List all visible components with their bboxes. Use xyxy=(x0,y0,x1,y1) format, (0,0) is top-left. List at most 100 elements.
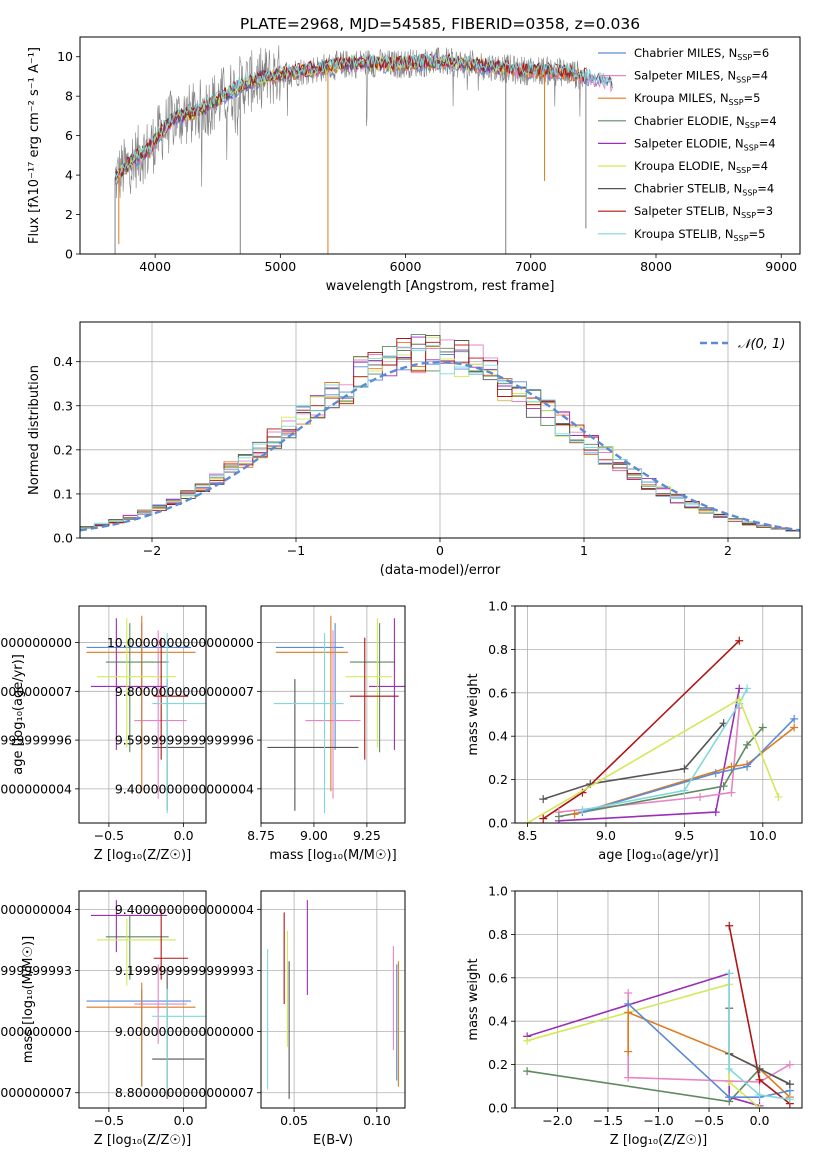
x-tick-label: 0.0 xyxy=(174,1113,194,1128)
x-tick-label: 5000 xyxy=(264,259,296,274)
weight-marker-chabrier_miles xyxy=(790,714,799,723)
weight-marker-chabrier_elodie xyxy=(719,782,728,791)
mass-vs-Z-panel: −0.5 0.0 8.8000000000000007 9.0000000000000… xyxy=(0,890,207,1148)
y-tick-label: 9.4000000000000004 xyxy=(115,902,254,917)
y-tick-label: 0.3 xyxy=(53,398,73,413)
histogram-kroupa_stelib xyxy=(80,345,800,534)
legend-tail: =5 xyxy=(744,91,761,105)
y-tick-label: 8.8000000000000007 xyxy=(115,1085,254,1100)
y-tick-label: 0 xyxy=(65,247,73,262)
legend-sub: SSP xyxy=(734,234,749,243)
x-axis-label: Z [log₁₀(Z/Z☉)] xyxy=(610,1133,707,1148)
y-tick-label: 0.4 xyxy=(53,354,73,369)
plot-area xyxy=(86,615,206,814)
y-tick-label: 0.4 xyxy=(488,729,508,744)
y-tick-label: 2 xyxy=(65,207,73,222)
weight-marker-kroupa_stelib xyxy=(725,969,734,978)
y-tick-label: 0.0 xyxy=(488,816,508,831)
axes-frame xyxy=(79,36,801,255)
plot-area xyxy=(114,45,613,254)
y-tick-label: 9.8000000000000007 xyxy=(0,684,72,699)
legend-tail: =5 xyxy=(749,227,766,241)
legend-text: Salpeter STELIB, N xyxy=(634,204,741,218)
weight-marker-chabrier_stelib xyxy=(680,764,689,773)
age-vs-Z-panel: −0.5 0.0 9.4000000000000004 9.5999999999999… xyxy=(0,605,207,863)
x-tick-label: −2 xyxy=(143,543,161,558)
legend-text: Kroupa ELODIE, N xyxy=(634,159,736,173)
y-axis-label: mass weight xyxy=(466,673,481,755)
legend-sub: SSP xyxy=(745,121,760,130)
y-axis-label: mass weight xyxy=(466,958,481,1040)
y-tick-label: 9.0000000000000000 xyxy=(115,1024,254,1039)
weight-marker-kroupa_elodie xyxy=(755,1104,764,1108)
x-axis-label: Z [log₁₀(Z/Z☉)] xyxy=(94,848,191,863)
legend-tail: =3 xyxy=(756,204,773,218)
axes-frame xyxy=(78,605,207,824)
legend-text: Kroupa STELIB, N xyxy=(634,227,734,241)
weight-marker-kroupa_miles xyxy=(624,1008,633,1017)
y-tick-label: 0.8 xyxy=(488,642,508,657)
x-tick-label: 9.0 xyxy=(596,828,616,843)
plot-area xyxy=(523,921,794,1108)
y-tick-label: 0.1 xyxy=(53,486,73,501)
weight-marker-chabrier_miles xyxy=(624,999,633,1008)
weight-marker-chabrier_elodie xyxy=(758,723,767,732)
y-tick-label: 10 xyxy=(57,49,73,64)
weight-marker-kroupa_stelib xyxy=(578,805,587,814)
weight-marker-salpeter_miles xyxy=(624,1073,633,1082)
legend-text: Chabrier STELIB, N xyxy=(634,182,742,196)
y-tick-label: 10.0000000000000000 xyxy=(107,635,254,650)
weight-marker-kroupa_miles xyxy=(570,810,579,819)
y-tick-label: 0.6 xyxy=(488,970,508,985)
axes-frame xyxy=(514,890,803,1109)
weight-marker-kroupa_elodie xyxy=(774,792,783,801)
y-tick-label: 0.2 xyxy=(53,442,73,457)
weight-line-chabrier_miles xyxy=(582,718,795,813)
legend-text: Salpeter MILES, N xyxy=(634,69,736,83)
x-axis-label: wavelength [Angstrom, rest frame] xyxy=(326,279,555,294)
y-tick-label: 9.5999999999999996 xyxy=(115,733,254,748)
x-tick-label: 4000 xyxy=(139,259,171,274)
x-axis-label: E(B-V) xyxy=(313,1133,353,1148)
weight-line-kroupa_stelib xyxy=(582,688,748,811)
legend-entry: Salpeter MILES, NSSP=4 xyxy=(634,69,768,85)
weight-line-chabrier_stelib xyxy=(542,722,725,800)
legend-sub: SSP xyxy=(737,53,752,62)
weight-vs-age-panel: 8.5 9.0 9.5 10.0 0.0 0.2 0.4 0.6 0.8 1.0 age [log₁… xyxy=(466,599,803,863)
y-tick-label: 9.4000000000000004 xyxy=(115,781,254,796)
x-axis-label: (data-model)/error xyxy=(380,563,501,578)
x-axis-label: mass [log₁₀(M/M☉)] xyxy=(269,848,396,863)
x-tick-label: 2 xyxy=(724,543,732,558)
x-tick-label: −1 xyxy=(287,543,305,558)
weight-marker-chabrier_elodie xyxy=(554,812,563,821)
residuals-panel: −2 −1 0 1 2 0.0 0.1 0.2 0.3 0.4 (data-model)/error… xyxy=(27,321,801,578)
legend-tail: =4 xyxy=(751,159,768,173)
y-tick-label: 6 xyxy=(65,128,73,143)
x-tick-label: 0.05 xyxy=(280,1113,308,1128)
y-tick-label: 8 xyxy=(65,89,73,104)
axes-frame xyxy=(260,605,406,824)
y-axis-label: Flux [fλ10⁻¹⁷ erg cm⁻² s⁻¹ A⁻¹] xyxy=(27,47,42,244)
x-tick-label: 6000 xyxy=(390,259,422,274)
legend-sub: SSP xyxy=(736,76,751,85)
legend-text: Chabrier ELODIE, N xyxy=(634,114,745,128)
weight-marker-salpeter_miles xyxy=(785,1060,794,1069)
weight-marker-salpeter_miles xyxy=(696,792,705,801)
model-spectrum-kroupa_miles xyxy=(114,55,587,183)
weight-line-kroupa_stelib xyxy=(728,973,791,1101)
model-spectrum-salpeter_stelib xyxy=(114,53,587,179)
legend-sub: SSP xyxy=(729,98,744,107)
weight-marker-salpeter_elodie xyxy=(711,808,720,817)
x-tick-label: 8.75 xyxy=(247,828,275,843)
weight-marker-kroupa_stelib xyxy=(785,1095,794,1104)
y-tick-label: 9.1999999999999993 xyxy=(115,963,254,978)
weight-marker-kroupa_elodie xyxy=(523,1036,532,1045)
x-tick-label: 0.10 xyxy=(363,1113,391,1128)
y-tick-label: 1.0 xyxy=(488,884,508,899)
x-tick-label: 9000 xyxy=(765,259,797,274)
weight-marker-chabrier_miles xyxy=(725,1093,734,1102)
y-tick-label: 0.2 xyxy=(488,1057,508,1072)
plot-area xyxy=(267,900,399,1099)
y-tick-label: 0.2 xyxy=(488,772,508,787)
x-tick-label: 10.0 xyxy=(749,828,777,843)
